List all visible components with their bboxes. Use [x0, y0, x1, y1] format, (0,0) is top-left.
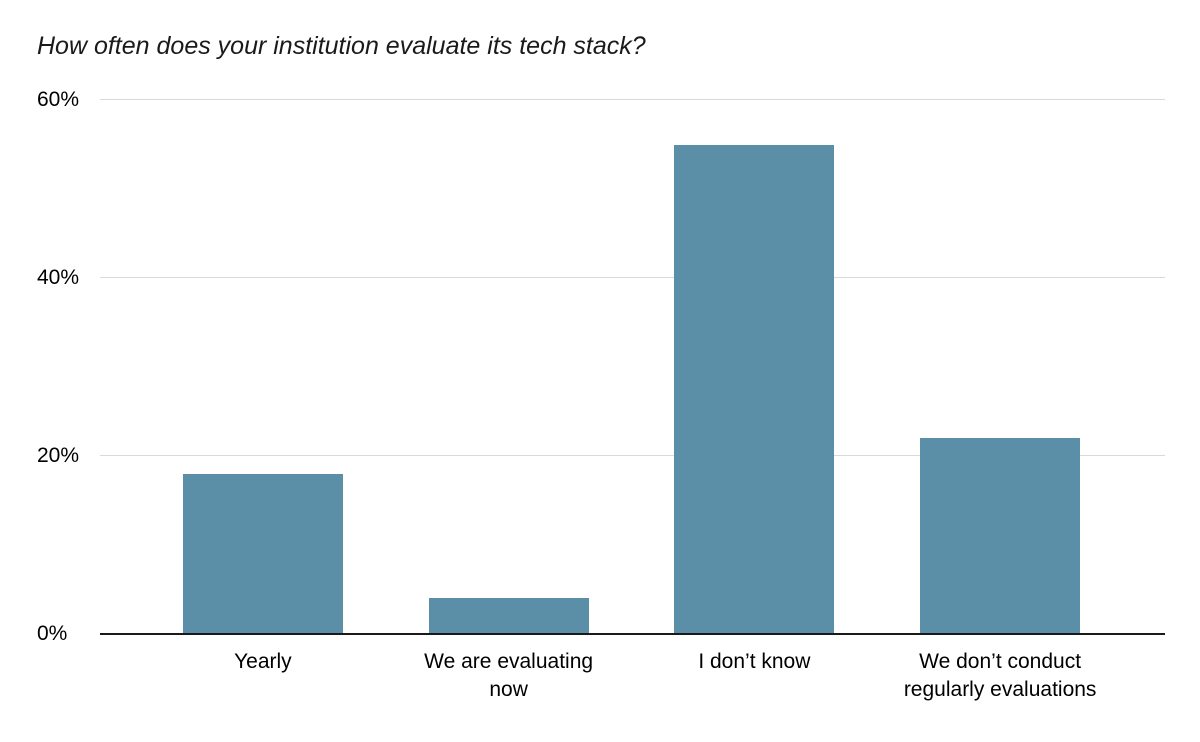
bar-group-no-regular-evaluations	[877, 100, 1123, 634]
bar-group-dont-know	[632, 100, 878, 634]
bars-container	[140, 100, 1123, 634]
y-axis-labels: 0% 20% 40% 60%	[37, 88, 97, 645]
y-tick-label-60: 60%	[37, 88, 80, 111]
gridline-60	[100, 99, 1165, 100]
bar-dont-know	[674, 144, 835, 634]
plot-area	[100, 99, 1165, 635]
y-tick-label-20: 20%	[37, 444, 80, 468]
bar-group-evaluating-now	[386, 100, 632, 634]
x-tick-label-evaluating-now: We are evaluating now	[424, 650, 594, 702]
bar-group-yearly	[140, 100, 386, 634]
bar-yearly	[182, 473, 343, 634]
x-tick-label-no-regular-evaluations: We don’t conduct regularly evaluations	[903, 650, 1097, 702]
x-axis-labels: Yearly We are evaluating now I don’t kno…	[140, 648, 1123, 705]
y-tick-label-0: 0%	[37, 622, 68, 645]
bar-evaluating-now	[428, 598, 589, 634]
chart-title: How often does your institution evaluate…	[37, 32, 646, 60]
gridline-40	[100, 277, 1165, 278]
gridline-20	[100, 455, 1165, 457]
x-axis-line	[100, 633, 1165, 635]
x-tick-label-dont-know: I don’t know	[698, 650, 811, 673]
bar-no-regular-evaluations	[920, 438, 1081, 634]
x-tick-label-yearly: Yearly	[234, 650, 292, 673]
y-tick-label-40: 40%	[37, 266, 80, 289]
